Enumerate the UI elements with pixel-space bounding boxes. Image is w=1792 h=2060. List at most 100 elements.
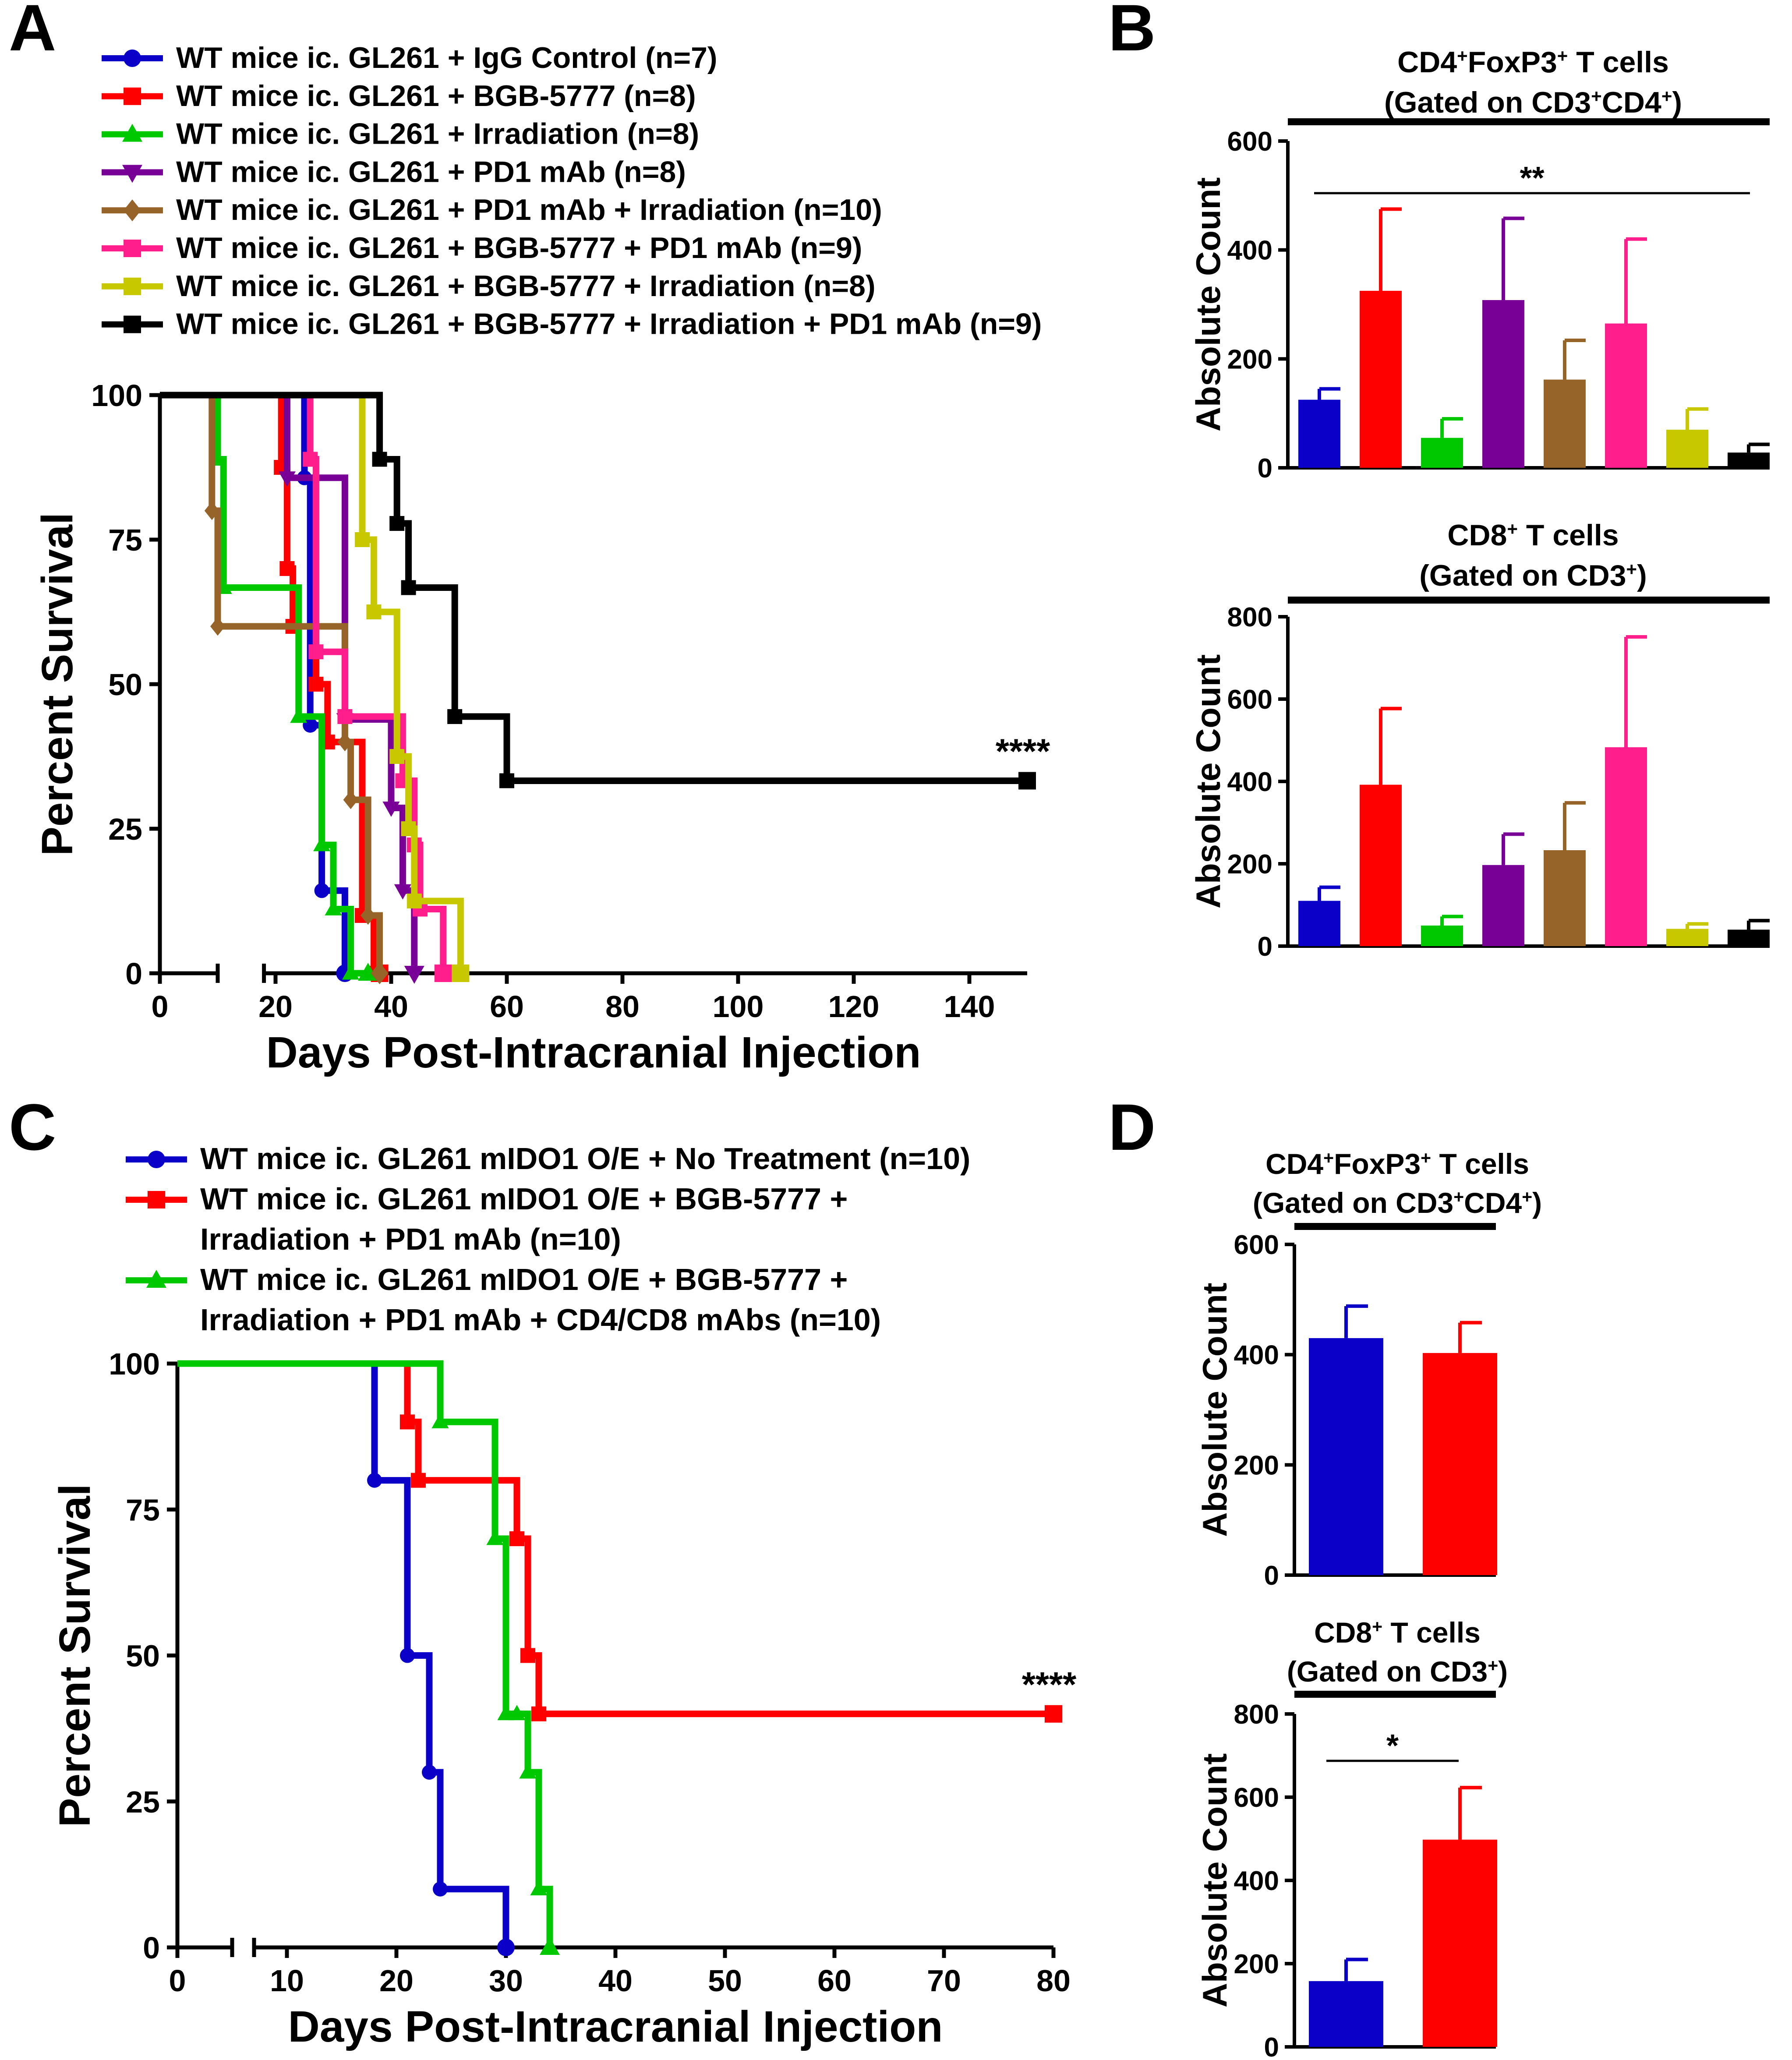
bar — [1423, 1839, 1497, 2047]
km-marker — [389, 516, 405, 531]
y-tick-label: 200 — [1234, 1949, 1279, 1979]
x-tick-label: 20 — [379, 1964, 414, 1998]
legend-entry-label: WT mice ic. GL261 mIDO1 O/E + No Treatme… — [200, 1141, 970, 1176]
legend-entry-label: WT mice ic. GL261 + BGB-5777 + Irradiati… — [176, 307, 1042, 341]
legend-entry-label: WT mice ic. GL261 + Irradiation (n=8) — [176, 117, 699, 151]
title-segment: CD4 — [1397, 46, 1457, 79]
y-tick-label: 0 — [1258, 453, 1272, 484]
significance-annotation: **** — [1022, 1665, 1077, 1704]
survival-chart-c: WT mice ic. GL261 mIDO1 O/E + No Treatme… — [50, 1141, 1077, 2051]
y-tick-label: 0 — [125, 957, 142, 991]
km-marker — [303, 452, 318, 467]
survival-series — [177, 1360, 1062, 1723]
y-tick-label: 0 — [1264, 1561, 1279, 1591]
km-marker — [366, 604, 382, 619]
title-segment: (Gated on CD3 — [1419, 559, 1626, 592]
km-marker — [382, 802, 400, 817]
legend: WT mice ic. GL261 + IgG Control (n=7) WT … — [102, 41, 1042, 341]
y-tick-label: 50 — [126, 1639, 160, 1673]
km-marker — [431, 1413, 449, 1428]
survival-series — [160, 392, 470, 982]
x-tick-label: 40 — [598, 1964, 633, 1998]
x-tick-label: 10 — [270, 1964, 304, 1998]
km-marker — [371, 962, 389, 984]
km-marker — [404, 966, 424, 984]
bar-chart-b-2: CD8+ T cells(Gated on CD3+)0200400600800… — [1189, 519, 1770, 962]
survival-series — [160, 392, 378, 981]
bar — [1309, 1981, 1383, 2047]
legend-entry-label: WT mice ic. GL261 + IgG Control (n=7) — [176, 41, 718, 74]
km-marker — [497, 1939, 515, 1956]
title-segment: FoxP3 — [1334, 1148, 1421, 1180]
km-marker — [313, 836, 331, 852]
legend-entry-label: WT mice ic. GL261 + BGB-5777 + PD1 mAb (… — [176, 231, 862, 265]
axes: 0 10 20 30 40 50 60 70 80 0 25 50 75 100 Days Post-Int… — [50, 1347, 1071, 2051]
title-segment: FoxP3 — [1468, 46, 1557, 79]
bar-chart-d-2: CD8+ T cells(Gated on CD3+)0200400600800… — [1195, 1616, 1508, 2060]
title-segment: ) — [1532, 1187, 1542, 1219]
km-marker — [1045, 1705, 1062, 1723]
legend-entry-label: WT mice ic. GL261 + PD1 mAb (n=8) — [176, 155, 686, 188]
km-marker — [401, 821, 416, 836]
bar — [1298, 399, 1340, 468]
km-marker — [361, 906, 376, 925]
title-segment: (Gated on CD3 — [1253, 1187, 1453, 1219]
bar-chart-b-1: CD4+FoxP3+ T cells(Gated on CD3+CD4+)020… — [1189, 46, 1770, 484]
x-tick-label: 20 — [258, 989, 293, 1024]
km-marker — [308, 644, 324, 660]
x-tick-label: 100 — [713, 989, 764, 1024]
legend-entry-label: WT mice ic. GL261 mIDO1 O/E + BGB-5777 + — [200, 1262, 848, 1297]
y-tick-label: 0 — [143, 1931, 160, 1965]
y-tick-label: 25 — [126, 1785, 160, 1819]
significance-annotation: * — [1386, 1728, 1399, 1763]
x-axis-title: Days Post-Intracranial Injection — [266, 1028, 921, 1077]
km-marker — [367, 1473, 382, 1488]
title-segment: ) — [1672, 86, 1682, 119]
legend: WT mice ic. GL261 mIDO1 O/E + No Treatme… — [126, 1141, 970, 1337]
bar — [1482, 300, 1524, 468]
y-tick-label: 75 — [108, 523, 142, 557]
bar — [1423, 1353, 1497, 1575]
chart-subtitle: (Gated on CD3+) — [1419, 558, 1647, 592]
y-tick-label: 600 — [1234, 1783, 1279, 1813]
km-marker — [358, 963, 378, 981]
legend-entry-label: WT mice ic. GL261 + BGB-5777 (n=8) — [176, 79, 696, 113]
chart-subtitle: (Gated on CD3+) — [1287, 1655, 1508, 1688]
y-tick-label: 400 — [1234, 1866, 1279, 1896]
km-marker — [204, 501, 219, 520]
km-marker — [124, 199, 141, 222]
title-segment: (Gated on CD3 — [1384, 86, 1591, 119]
title-segment: ) — [1637, 559, 1647, 592]
y-axis-title: Absolute Count — [1189, 177, 1227, 432]
panel-label-b: B — [1108, 0, 1156, 64]
survival-curve — [160, 392, 368, 977]
axes: 0 20 40 60 80 100 120 140 0 25 50 75 100 Days Post-In… — [33, 378, 1027, 1077]
y-tick-label: 75 — [126, 1493, 160, 1527]
bar — [1482, 865, 1524, 946]
y-tick-label: 800 — [1234, 1700, 1279, 1730]
km-marker — [148, 1151, 165, 1168]
chart-title: CD4+FoxP3+ T cells — [1397, 46, 1669, 79]
km-marker — [452, 965, 470, 982]
x-tick-label: 80 — [1036, 1964, 1071, 1998]
superscript: + — [1457, 46, 1468, 66]
significance-annotation: **** — [996, 731, 1050, 770]
superscript: + — [1453, 1187, 1464, 1207]
x-tick-label: 50 — [708, 1964, 742, 1998]
y-axis-title: Percent Survival — [33, 512, 82, 856]
survival-series — [160, 392, 424, 984]
title-segment: T cells — [1431, 1148, 1529, 1180]
bar — [1309, 1338, 1383, 1575]
superscript: + — [1488, 1655, 1498, 1675]
chart-title: CD4+FoxP3+ T cells — [1265, 1148, 1529, 1180]
y-tick-label: 0 — [1264, 2032, 1279, 2058]
km-marker — [124, 240, 141, 257]
km-marker — [499, 773, 514, 788]
survival-series — [177, 1360, 515, 1956]
bar — [1605, 747, 1647, 946]
bar — [1666, 429, 1708, 468]
km-marker — [401, 580, 416, 595]
chart-subtitle: (Gated on CD3+CD4+) — [1253, 1187, 1542, 1219]
km-marker — [531, 1706, 546, 1721]
km-marker — [530, 1880, 548, 1896]
